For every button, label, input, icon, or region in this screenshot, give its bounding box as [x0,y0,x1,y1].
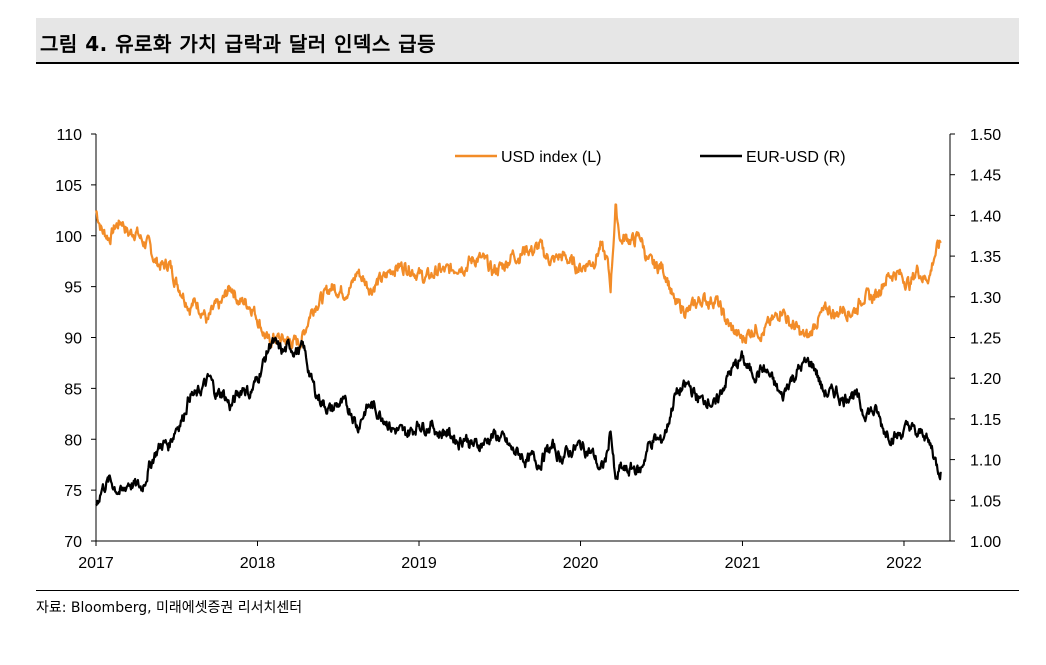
y-left-tick-label: 90 [64,331,82,348]
y-right-tick-label: 1.15 [970,412,1001,429]
line-chart: 70 75 80 85 90 95 100 105 110 1.00 1.05 1.10 1.15 1.2… [0,0,1046,590]
x-tick-label: 2021 [725,555,761,572]
x-tick-label: 2022 [886,555,922,572]
x-tick-label: 2017 [78,555,114,572]
y-right-tick-label: 1.05 [970,493,1001,510]
y-left-tick-label: 70 [64,534,82,551]
y-right-tick-label: 1.10 [970,453,1001,470]
chart-axes: 70 75 80 85 90 95 100 105 110 1.00 1.05 1.10 1.15 1.2… [55,127,1001,572]
y-right-tick-label: 1.20 [970,371,1001,388]
x-tick-label: 2018 [240,555,276,572]
y-left-tick-label: 105 [55,178,82,195]
x-tick-label: 2019 [401,555,437,572]
y-right-tick-label: 1.30 [970,290,1001,307]
legend-usd-label: USD index (L) [501,149,601,166]
y-right-tick-label: 1.35 [970,249,1001,266]
chart-series [96,205,941,506]
source-note: 자료: Bloomberg, 미래에셋증권 리서치센터 [36,597,302,617]
y-right-tick-label: 1.25 [970,331,1001,348]
y-left-tick-label: 110 [56,127,82,144]
y-left-tick-label: 95 [64,280,82,297]
y-left-tick-label: 85 [64,381,82,398]
y-left-tick-label: 75 [64,483,82,500]
legend-eur-label: EUR-USD (R) [746,149,846,166]
y-right-tick-label: 1.45 [970,168,1001,185]
y-right-tick-label: 1.00 [970,534,1001,551]
y-right-tick-label: 1.40 [970,208,1001,225]
x-tick-label: 2020 [563,555,599,572]
footer-divider [36,590,1019,591]
usd-index-line [96,205,941,349]
y-right-tick-label: 1.50 [970,127,1001,144]
y-left-tick-label: 80 [64,432,82,449]
y-left-tick-label: 100 [55,229,82,246]
chart-legend: USD index (L) EUR-USD (R) [455,149,846,166]
eur-usd-line [96,338,941,506]
